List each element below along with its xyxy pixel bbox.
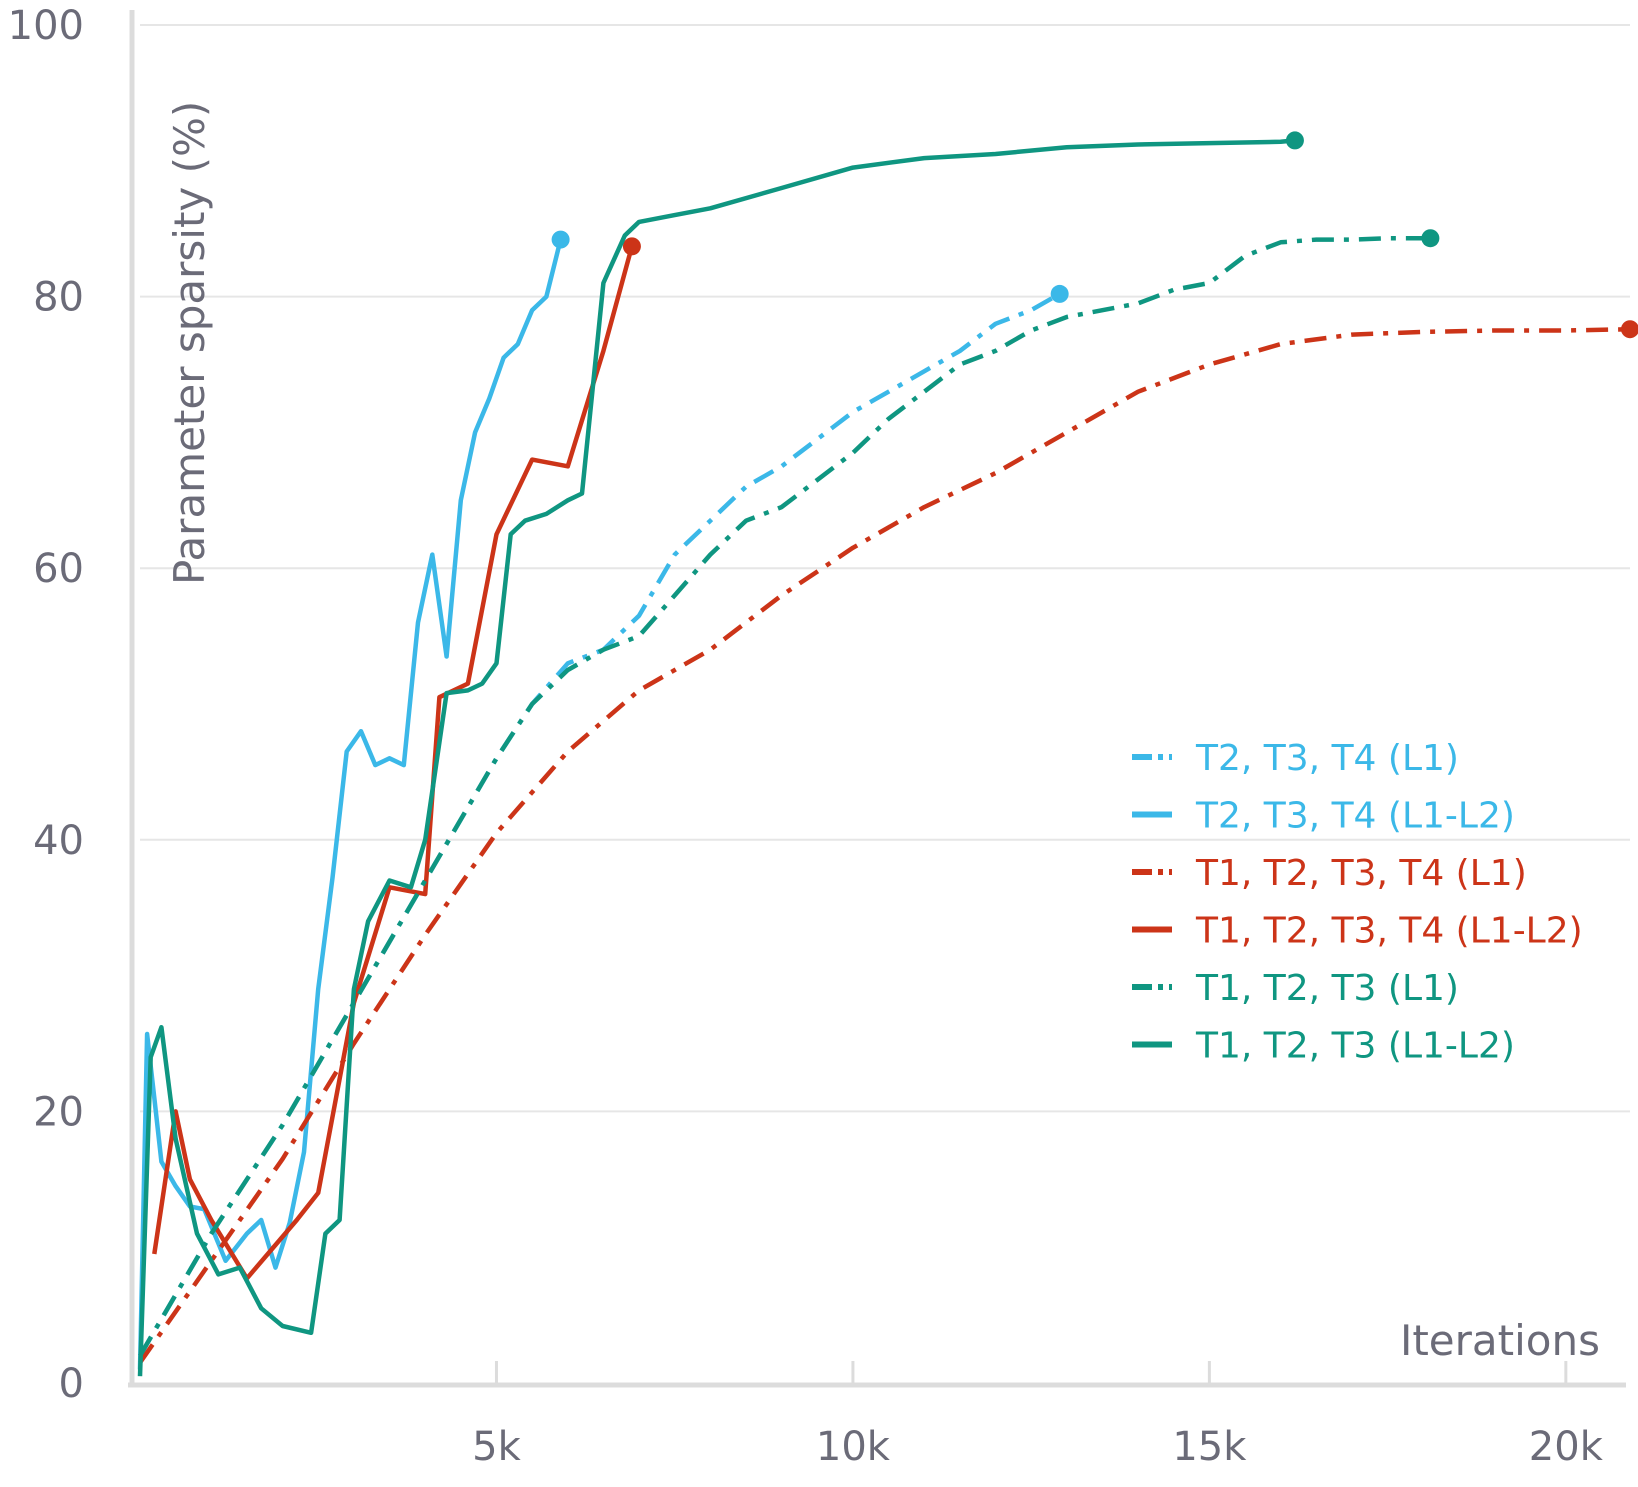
x-tick-label: 20k bbox=[1529, 1424, 1604, 1470]
legend-label: T1, T2, T3, T4 (L1-L2) bbox=[1195, 911, 1583, 952]
legend: T2, T3, T4 (L1) T2, T3, T4 (L1-L2) T1, T2,… bbox=[1132, 738, 1583, 1067]
series-line-6 bbox=[137, 138, 1296, 1377]
y-tick-label: 40 bbox=[33, 818, 84, 864]
series-line-1 bbox=[138, 291, 1061, 1357]
y-tick-label: 20 bbox=[33, 1089, 84, 1135]
series-end-marker-2 bbox=[551, 230, 570, 249]
x-tick-label: 5k bbox=[472, 1424, 521, 1470]
series-line-4 bbox=[152, 245, 635, 1281]
y-tick-label: 0 bbox=[59, 1361, 84, 1407]
series-line-3 bbox=[138, 326, 1631, 1364]
series-end-marker-1 bbox=[1050, 284, 1069, 303]
y-tick-label: 60 bbox=[33, 546, 84, 592]
x-tick-label: 10k bbox=[816, 1424, 891, 1470]
legend-label: T2, T3, T4 (L1) bbox=[1195, 738, 1459, 779]
y-tick-label: 80 bbox=[33, 275, 84, 321]
x-tick-label: 15k bbox=[1172, 1424, 1247, 1470]
y-tick-label: 100 bbox=[8, 3, 84, 49]
x-axis-title: Iterations bbox=[1400, 1316, 1600, 1365]
series-layer bbox=[137, 131, 1638, 1377]
series-line-5 bbox=[138, 235, 1431, 1357]
tick-labels: 0 20 40 60 80 100 5k 10k 15k 20k bbox=[8, 3, 1604, 1470]
series-end-marker-6 bbox=[1285, 131, 1304, 150]
legend-label: T1, T2, T3, T4 (L1) bbox=[1195, 853, 1527, 894]
y-axis-title: Parameter sparsity (%) bbox=[165, 101, 214, 585]
series-end-marker-3 bbox=[1621, 320, 1638, 339]
axes bbox=[128, 10, 1626, 1388]
series-end-marker-5 bbox=[1421, 229, 1440, 248]
legend-label: T1, T2, T3 (L1) bbox=[1195, 968, 1459, 1009]
grid-lines bbox=[140, 24, 1630, 1113]
legend-label: T1, T2, T3 (L1-L2) bbox=[1195, 1026, 1515, 1067]
legend-label: T2, T3, T4 (L1-L2) bbox=[1195, 796, 1515, 837]
series-end-marker-4 bbox=[622, 237, 641, 256]
